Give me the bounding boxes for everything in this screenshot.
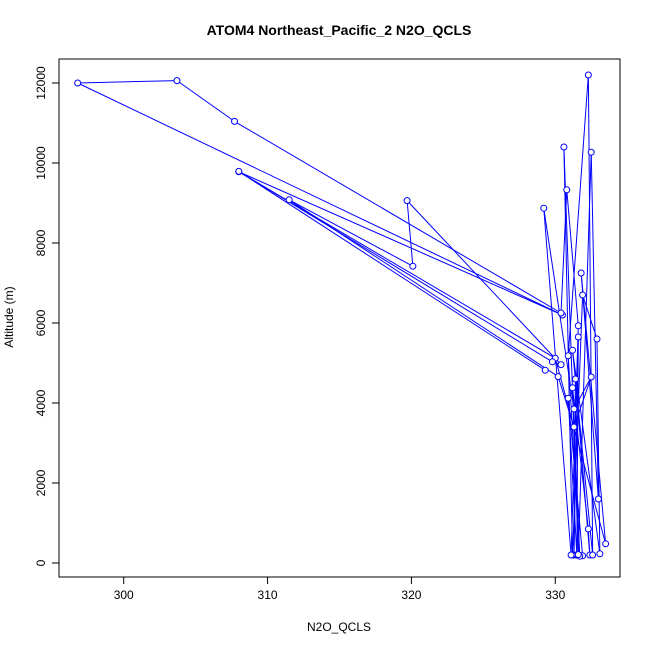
series-line-segment	[543, 208, 575, 410]
data-point	[285, 196, 293, 204]
series-line-segment	[580, 272, 599, 500]
x-tick-label: 320	[401, 588, 421, 602]
series-line-segment	[234, 120, 562, 314]
series-line-segment	[573, 376, 592, 428]
series-layer	[74, 71, 610, 560]
series-line-segment	[590, 152, 599, 500]
data-point	[594, 495, 602, 503]
series-line-segment	[77, 80, 177, 84]
series-line-segment	[567, 74, 589, 356]
data-point	[564, 352, 572, 360]
data-point	[602, 540, 610, 548]
series-line-segment	[238, 170, 546, 371]
series-line-segment	[557, 376, 575, 428]
data-point	[74, 79, 82, 87]
series-line-segment	[560, 189, 568, 314]
series-line-segment	[543, 208, 572, 556]
data-point	[403, 197, 411, 205]
series-line-segment	[570, 325, 579, 556]
series-line-segment	[406, 200, 562, 365]
data-point	[593, 335, 601, 343]
data-point	[574, 551, 582, 559]
series-line-segment	[572, 350, 601, 554]
data-point	[540, 204, 548, 212]
data-point	[569, 384, 577, 392]
data-point	[571, 375, 579, 383]
data-point	[570, 405, 578, 413]
data-point	[577, 269, 585, 277]
chart-title: ATOM4 Northeast_Pacific_2 N2O_QCLS	[207, 22, 472, 38]
y-tick-label: 8000	[34, 229, 48, 256]
series-line-segment	[176, 80, 235, 122]
data-point	[584, 71, 592, 79]
data-point	[567, 551, 575, 559]
series-line-segment	[587, 74, 594, 556]
data-point	[584, 525, 592, 533]
data-point	[563, 186, 571, 194]
data-point	[570, 423, 578, 431]
data-point	[554, 373, 562, 381]
data-point	[596, 550, 604, 558]
x-tick-label: 300	[114, 588, 134, 602]
data-point	[548, 358, 556, 366]
data-point	[569, 346, 577, 354]
data-point	[574, 322, 582, 330]
series-line-segment	[238, 171, 563, 316]
y-tick-label: 10000	[34, 146, 48, 180]
series-line-segment	[288, 199, 414, 267]
data-point	[564, 394, 572, 402]
y-tick-label: 0	[34, 559, 48, 566]
data-point	[173, 77, 181, 85]
series-line-segment	[573, 376, 592, 410]
data-point	[409, 262, 417, 270]
data-point	[587, 373, 595, 381]
data-point	[541, 366, 549, 374]
data-point	[230, 117, 238, 125]
series-line-segment	[566, 189, 579, 326]
series-line-segment	[572, 350, 594, 556]
series-line-segment	[238, 170, 553, 363]
series-line-segment	[406, 200, 414, 267]
y-axis-label: Altitude (m)	[2, 286, 16, 347]
data-point	[589, 551, 597, 559]
x-tick-label: 310	[258, 588, 278, 602]
x-axis: 300 310 320 330	[114, 576, 566, 602]
y-tick-label: 6000	[34, 309, 48, 336]
data-point	[557, 361, 565, 369]
series-line-segment	[577, 152, 592, 555]
x-tick-label: 330	[545, 588, 565, 602]
data-point	[587, 148, 595, 156]
data-point	[235, 167, 243, 175]
series-line-segment	[77, 82, 563, 316]
data-point	[574, 333, 582, 341]
series-line-segment	[596, 338, 601, 554]
data-point	[557, 309, 565, 317]
y-axis: 0 2000 4000 6000 8000 10000 12000	[34, 66, 60, 566]
x-axis-label: N2O_QCLS	[307, 620, 371, 634]
y-tick-label: 4000	[34, 389, 48, 416]
y-tick-label: 2000	[34, 469, 48, 496]
series-line-segment	[587, 528, 591, 556]
y-tick-label: 12000	[34, 66, 48, 100]
data-point	[560, 143, 568, 151]
data-point	[579, 291, 587, 299]
series-line-segment	[554, 358, 607, 544]
